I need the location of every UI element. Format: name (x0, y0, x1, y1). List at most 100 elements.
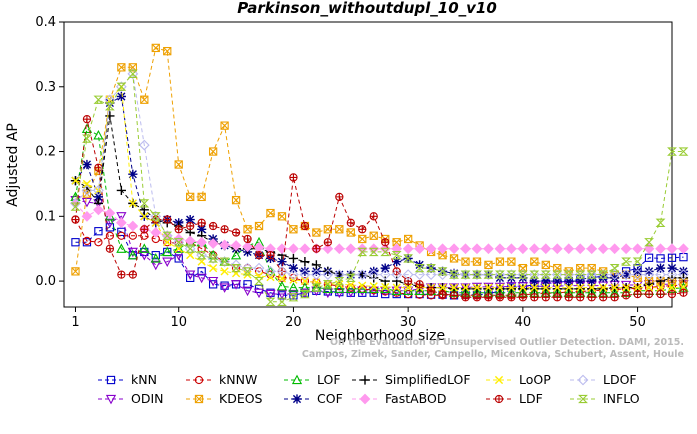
data-point (345, 269, 357, 280)
x-axis-label: Neighborhood size (315, 328, 445, 344)
legend-marker (578, 394, 588, 404)
legend-item-knnw: kNNW (186, 372, 257, 387)
data-point (460, 269, 471, 280)
legend-marker (105, 394, 117, 405)
data-point (207, 253, 219, 264)
data-point (620, 243, 632, 255)
data-point (517, 270, 528, 279)
data-point (564, 283, 573, 292)
data-point (632, 266, 643, 276)
data-point (506, 282, 517, 292)
data-point (277, 257, 287, 267)
data-point (207, 238, 219, 249)
data-point (356, 269, 368, 280)
data-point (414, 269, 426, 280)
y-tick-label: 0.0 (35, 274, 56, 289)
data-point (219, 239, 230, 251)
data-point (115, 217, 127, 229)
y-tick-label: 0.4 (35, 15, 56, 30)
data-point (138, 139, 150, 151)
legend-label: LOF (317, 372, 341, 387)
data-point (127, 68, 139, 80)
credit-line-2: On the Evaluation of Unsupervised Outlie… (330, 337, 684, 348)
data-point (288, 289, 299, 300)
data-point (415, 280, 424, 289)
data-point (105, 111, 115, 121)
data-point (288, 253, 299, 264)
data-point (322, 283, 333, 294)
data-point (391, 251, 402, 260)
data-point (599, 293, 608, 302)
legend-item-kdeos: KDEOS (186, 391, 263, 406)
data-point (667, 289, 677, 299)
data-point (253, 262, 265, 274)
data-point (517, 282, 528, 292)
data-point (472, 257, 482, 266)
data-point (150, 212, 161, 221)
data-point (299, 243, 311, 255)
data-point (266, 251, 275, 260)
data-point (404, 283, 413, 292)
data-point (678, 243, 689, 255)
data-point (667, 147, 677, 156)
legend-label: kNNW (219, 372, 257, 387)
data-point (208, 147, 218, 156)
series-line (75, 115, 684, 290)
data-point (208, 221, 218, 231)
data-point (116, 212, 127, 222)
data-point (586, 270, 597, 279)
data-point (369, 273, 379, 283)
data-point (128, 169, 138, 179)
data-point (494, 269, 506, 280)
legend-marker (292, 394, 302, 404)
data-point (128, 231, 137, 240)
data-point (196, 273, 207, 284)
data-point (506, 284, 516, 294)
data-point (81, 123, 93, 134)
data-point (667, 263, 677, 273)
data-point (391, 269, 403, 280)
data-point (678, 273, 689, 283)
data-point (186, 192, 195, 202)
data-point (425, 269, 437, 280)
data-point (518, 284, 528, 294)
data-point (277, 297, 287, 306)
data-point (369, 231, 378, 240)
data-point (552, 270, 563, 279)
data-point (276, 280, 288, 291)
data-point (610, 273, 620, 283)
data-point (529, 284, 539, 294)
data-point (586, 269, 598, 280)
x-tick-label: 1 (71, 315, 79, 330)
data-point (82, 236, 92, 246)
data-point (128, 270, 137, 279)
x-tick-label: 50 (629, 315, 646, 330)
data-point (265, 265, 276, 277)
data-point (551, 243, 563, 255)
data-point (186, 221, 195, 231)
data-point (495, 257, 505, 266)
data-point (358, 234, 367, 244)
legend-marker (106, 375, 116, 385)
data-point (150, 227, 162, 238)
data-point (289, 225, 298, 234)
data-point (528, 243, 540, 255)
x-tick-label: 40 (515, 315, 532, 330)
data-point (598, 284, 608, 294)
data-point (381, 238, 390, 247)
data-point (93, 204, 104, 216)
data-point (369, 212, 378, 221)
data-point (196, 251, 207, 260)
data-point (70, 197, 81, 209)
data-point (529, 276, 539, 286)
data-point (381, 282, 390, 292)
credit-line-1: Campos, Zimek, Sander, Campello, Micenko… (302, 349, 684, 360)
data-point (117, 231, 126, 240)
data-point (140, 95, 149, 104)
y-tick-label: 0.2 (35, 145, 56, 160)
data-point (483, 284, 494, 294)
data-point (265, 297, 276, 306)
data-point (140, 225, 149, 234)
data-point (380, 276, 390, 286)
